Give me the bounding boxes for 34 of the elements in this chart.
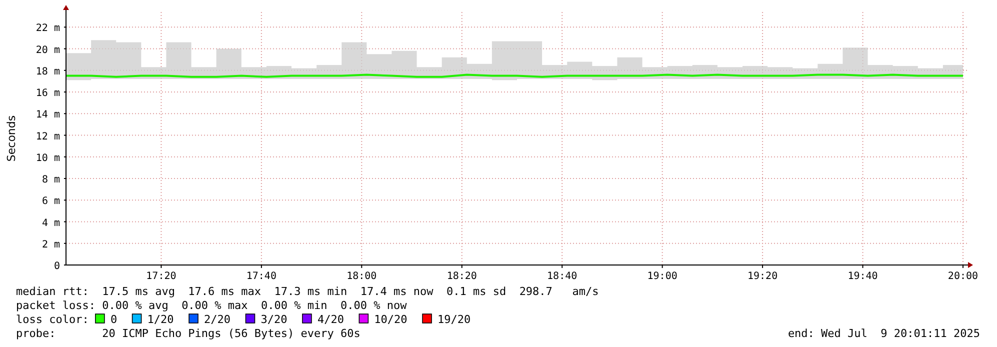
y-tick-label: 4 m — [42, 218, 60, 229]
y-axis-title: Seconds — [5, 115, 18, 162]
text: probe: 20 ICMP Echo Pings (56 Bytes) every 60s — [16, 327, 360, 340]
y-tick-label: 16 m — [36, 88, 60, 100]
text: packet loss: 0.00 % avg 0.00 % max 0.00 % min 0.00 % now — [16, 299, 408, 312]
text: 4/20 — [317, 313, 344, 326]
text: 1/20 — [147, 313, 174, 326]
x-tick-label: 19:40 — [848, 271, 878, 282]
y-tick-label: 0 — [54, 261, 60, 272]
y-tick-label: 18 m — [36, 66, 60, 78]
y-tick-label: 20 m — [36, 44, 60, 56]
text: loss color: — [16, 313, 89, 326]
text: median rtt: 17.5 ms avg 17.6 ms max 17.3 ms min 17.4 ms now 0.1 ms sd 298.7 am/s — [16, 285, 599, 298]
x-tick-label: 17:20 — [146, 271, 176, 282]
y-tick-label: 10 m — [36, 152, 60, 164]
y-tick-label: 6 m — [42, 196, 60, 208]
x-tick-label: 19:00 — [647, 271, 678, 282]
x-tick-label: 18:20 — [446, 271, 477, 282]
x-tick-label: 18:40 — [547, 271, 578, 282]
y-tick-label: 8 m — [42, 174, 60, 186]
y-tick-label: 22 m — [36, 23, 60, 34]
y-tick-label: 12 m — [36, 131, 60, 142]
x-tick-label: 20:00 — [948, 271, 978, 282]
text: 10/20 — [374, 313, 408, 326]
x-tick-label: 17:40 — [246, 271, 276, 282]
x-tick-label: 19:20 — [747, 271, 778, 282]
text: 3/20 — [260, 313, 288, 326]
text: 0 — [110, 313, 118, 326]
x-tick-label: 18:00 — [346, 271, 377, 282]
text: 2/20 — [204, 313, 231, 326]
y-tick-label: 2 m — [42, 239, 60, 250]
text: 19/20 — [438, 313, 471, 326]
y-tick-label: 14 m — [36, 110, 60, 121]
text: end: Wed Jul 9 20:01:11 2025 — [788, 327, 980, 340]
